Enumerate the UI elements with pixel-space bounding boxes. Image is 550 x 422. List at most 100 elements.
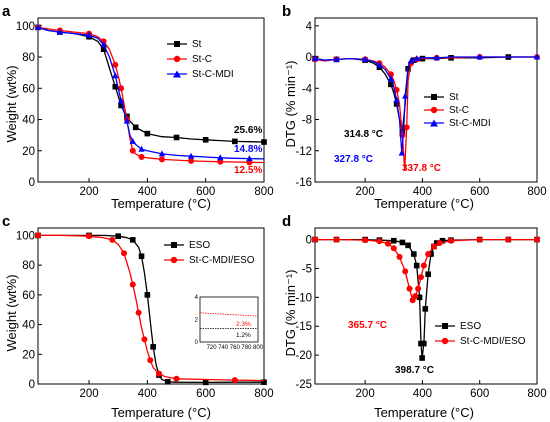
legend-a: St St-C St-C-MDI [167, 39, 234, 80]
y-tick-label: -12 [295, 146, 312, 158]
y-tick-label: 0 [306, 52, 312, 64]
y-tick-label: 40 [22, 320, 35, 332]
x-tick-label: 200 [79, 186, 98, 198]
series-line-st [314, 56, 537, 132]
data-point-eso [261, 379, 267, 386]
data-point-st-c-mdi-eso [173, 375, 180, 382]
data-point-st-c [112, 61, 119, 68]
data-point-st-c-mdi [117, 97, 125, 104]
inset-plot: 2.3% 1.2% 720 740 760 780 800 0 2 4 [195, 295, 264, 351]
data-point-st-c-mdi-eso [415, 285, 422, 292]
series-line-st-c-mdi [37, 26, 265, 160]
y-tick-label: -25 [295, 379, 312, 391]
x-tick-label: 200 [356, 388, 375, 400]
y-tick-label: -5 [302, 263, 312, 275]
x-tick-label: 400 [138, 186, 157, 198]
data-point-eso [399, 239, 406, 246]
data-point-eso [413, 262, 420, 269]
y-tick-label: 0 [29, 177, 35, 189]
x-tick-label: 400 [413, 388, 432, 400]
data-point-st [261, 139, 267, 145]
data-point-st-c-mdi-eso [135, 309, 142, 316]
data-point-st [173, 134, 180, 141]
legend-marker-st [431, 94, 437, 100]
data-point-st-c-mdi [187, 152, 195, 159]
data-point-eso [115, 233, 121, 239]
data-point-st-c-mdi [413, 55, 420, 62]
legend-label-eso: ESO [460, 321, 481, 332]
inset-x-tick-label: 740 [218, 345, 229, 351]
annotation-st-c-residue: 12.5% [234, 165, 262, 176]
y-tick-label: 100 [16, 230, 35, 242]
data-point-st [100, 46, 107, 53]
x-tick-label: 800 [254, 388, 273, 400]
data-point-eso [164, 378, 171, 385]
plot-frame [37, 17, 265, 183]
inset-x-tick-label: 720 [207, 345, 218, 351]
data-point-st-c [158, 156, 165, 163]
y-axis-label-d: DTG (% min⁻¹) [283, 269, 298, 356]
data-point-st-c-mdi [533, 53, 541, 60]
y-tick-label: -4 [302, 83, 313, 95]
y-tick-label: 60 [22, 83, 35, 95]
data-point-st-c-mdi-eso [35, 232, 41, 239]
data-point-eso [422, 306, 429, 312]
x-axis-label-b: Temperature (°C) [374, 196, 474, 211]
data-point-st-c-mdi-eso [86, 233, 93, 240]
y-axis-label-a: Weight (wt%) [4, 65, 19, 142]
plot-frame [314, 227, 538, 385]
data-point-eso [129, 237, 136, 243]
series-line-st-c [37, 26, 265, 164]
plot-frame [314, 17, 538, 183]
y-tick-label: 80 [22, 52, 35, 64]
data-point-st-c-mdi [123, 117, 131, 124]
data-point-eso [411, 251, 417, 257]
legend-marker-st-c [173, 55, 181, 63]
plot-frame [37, 227, 265, 385]
data-point-st-c-mdi-eso [156, 370, 163, 377]
series-line-st-c-mdi-eso [38, 234, 265, 382]
data-point-eso [425, 271, 431, 278]
data-point-st-c-mdi-eso [412, 293, 419, 300]
y-tick-label: -8 [302, 115, 312, 127]
data-point-st-c-mdi-eso [534, 236, 540, 243]
legend-marker-st-c-mdi-eso [170, 256, 178, 264]
inset-x-tick-label: 780 [241, 345, 252, 351]
data-point-eso [439, 237, 446, 244]
data-point-st [232, 138, 238, 145]
y-tick-label: -15 [295, 321, 312, 333]
data-point-st-c-mdi-eso [402, 268, 409, 275]
data-point-st-c-mdi [34, 23, 42, 30]
legend-label-st-c-mdi: St-C-MDI [449, 118, 491, 129]
data-point-st-c-mdi-eso [109, 236, 116, 243]
y-tick-label: 40 [22, 115, 35, 127]
legend-label-st-c-mdi: St-C-MDI [192, 69, 234, 80]
data-point-st-c-mdi [402, 92, 409, 99]
legend-label-eso: ESO [189, 240, 210, 251]
data-point-st [112, 83, 119, 90]
data-point-st-c-mdi-eso [406, 285, 413, 292]
data-point-st-c-mdi [361, 55, 369, 62]
y-tick-label: 0 [306, 235, 312, 247]
x-axis-label-a: Temperature (°C) [111, 196, 211, 211]
data-point-st-c-mdi-eso [362, 237, 369, 244]
legend-label-st-c-mdi-eso: St-C-MDI/ESO [460, 336, 526, 347]
inset-y-tick-label: 2 [195, 318, 199, 324]
y-tick-label: 20 [22, 349, 35, 361]
x-tick-label: 600 [196, 186, 215, 198]
data-point-st-c-mdi-eso [121, 250, 128, 257]
y-tick-label: 100 [16, 21, 35, 33]
x-tick-label: 800 [527, 388, 546, 400]
data-point-st-c-mdi [407, 57, 415, 64]
data-point-st [388, 81, 394, 88]
annotation-st-c-mdi-peak: 327.8 °C [334, 154, 373, 165]
legend-d: ESO St-C-MDI/ESO [435, 321, 526, 347]
data-point-eso [405, 242, 411, 249]
x-axis-label-d: Temperature (°C) [374, 405, 474, 420]
data-point-eso [138, 253, 145, 260]
data-point-eso [390, 237, 397, 244]
y-tick-label: -10 [295, 292, 312, 304]
legend-marker-eso [442, 323, 448, 329]
